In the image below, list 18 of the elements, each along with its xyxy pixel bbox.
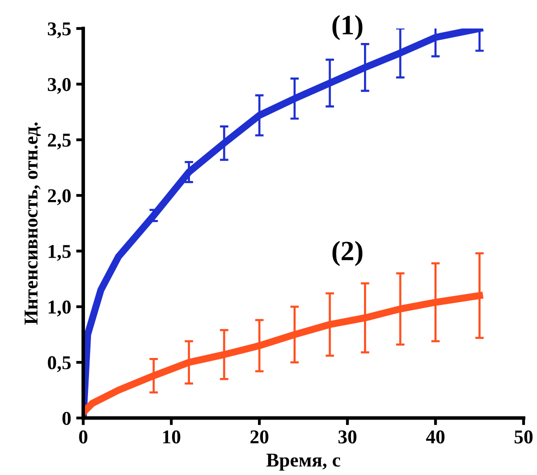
x-tick-label: 40 [426, 430, 444, 444]
y-axis-title: Интенсивность, отн.ед. [24, 122, 41, 325]
x-tick-label: 20 [250, 430, 268, 444]
y-tick-label: 2,0 [48, 189, 71, 206]
y-tick-label: 3,0 [48, 78, 71, 94]
y-tick-label: 0 [62, 412, 71, 425]
x-axis-title: Время, с [266, 454, 340, 471]
y-tick-label: 0,5 [48, 356, 71, 372]
annotation: (1) [332, 14, 362, 40]
y-tick-label: 2,5 [48, 134, 71, 150]
x-tick-label: 0 [79, 430, 88, 444]
x-tick-label: 50 [514, 430, 533, 444]
x-tick-label: 10 [163, 430, 180, 444]
y-tick-label: 1,0 [48, 300, 71, 316]
y-tick-label: 3,5 [48, 22, 71, 38]
x-tick-label: 30 [338, 430, 356, 444]
annotation: (2) [332, 240, 362, 266]
y-tick-label: 1,5 [48, 244, 71, 261]
